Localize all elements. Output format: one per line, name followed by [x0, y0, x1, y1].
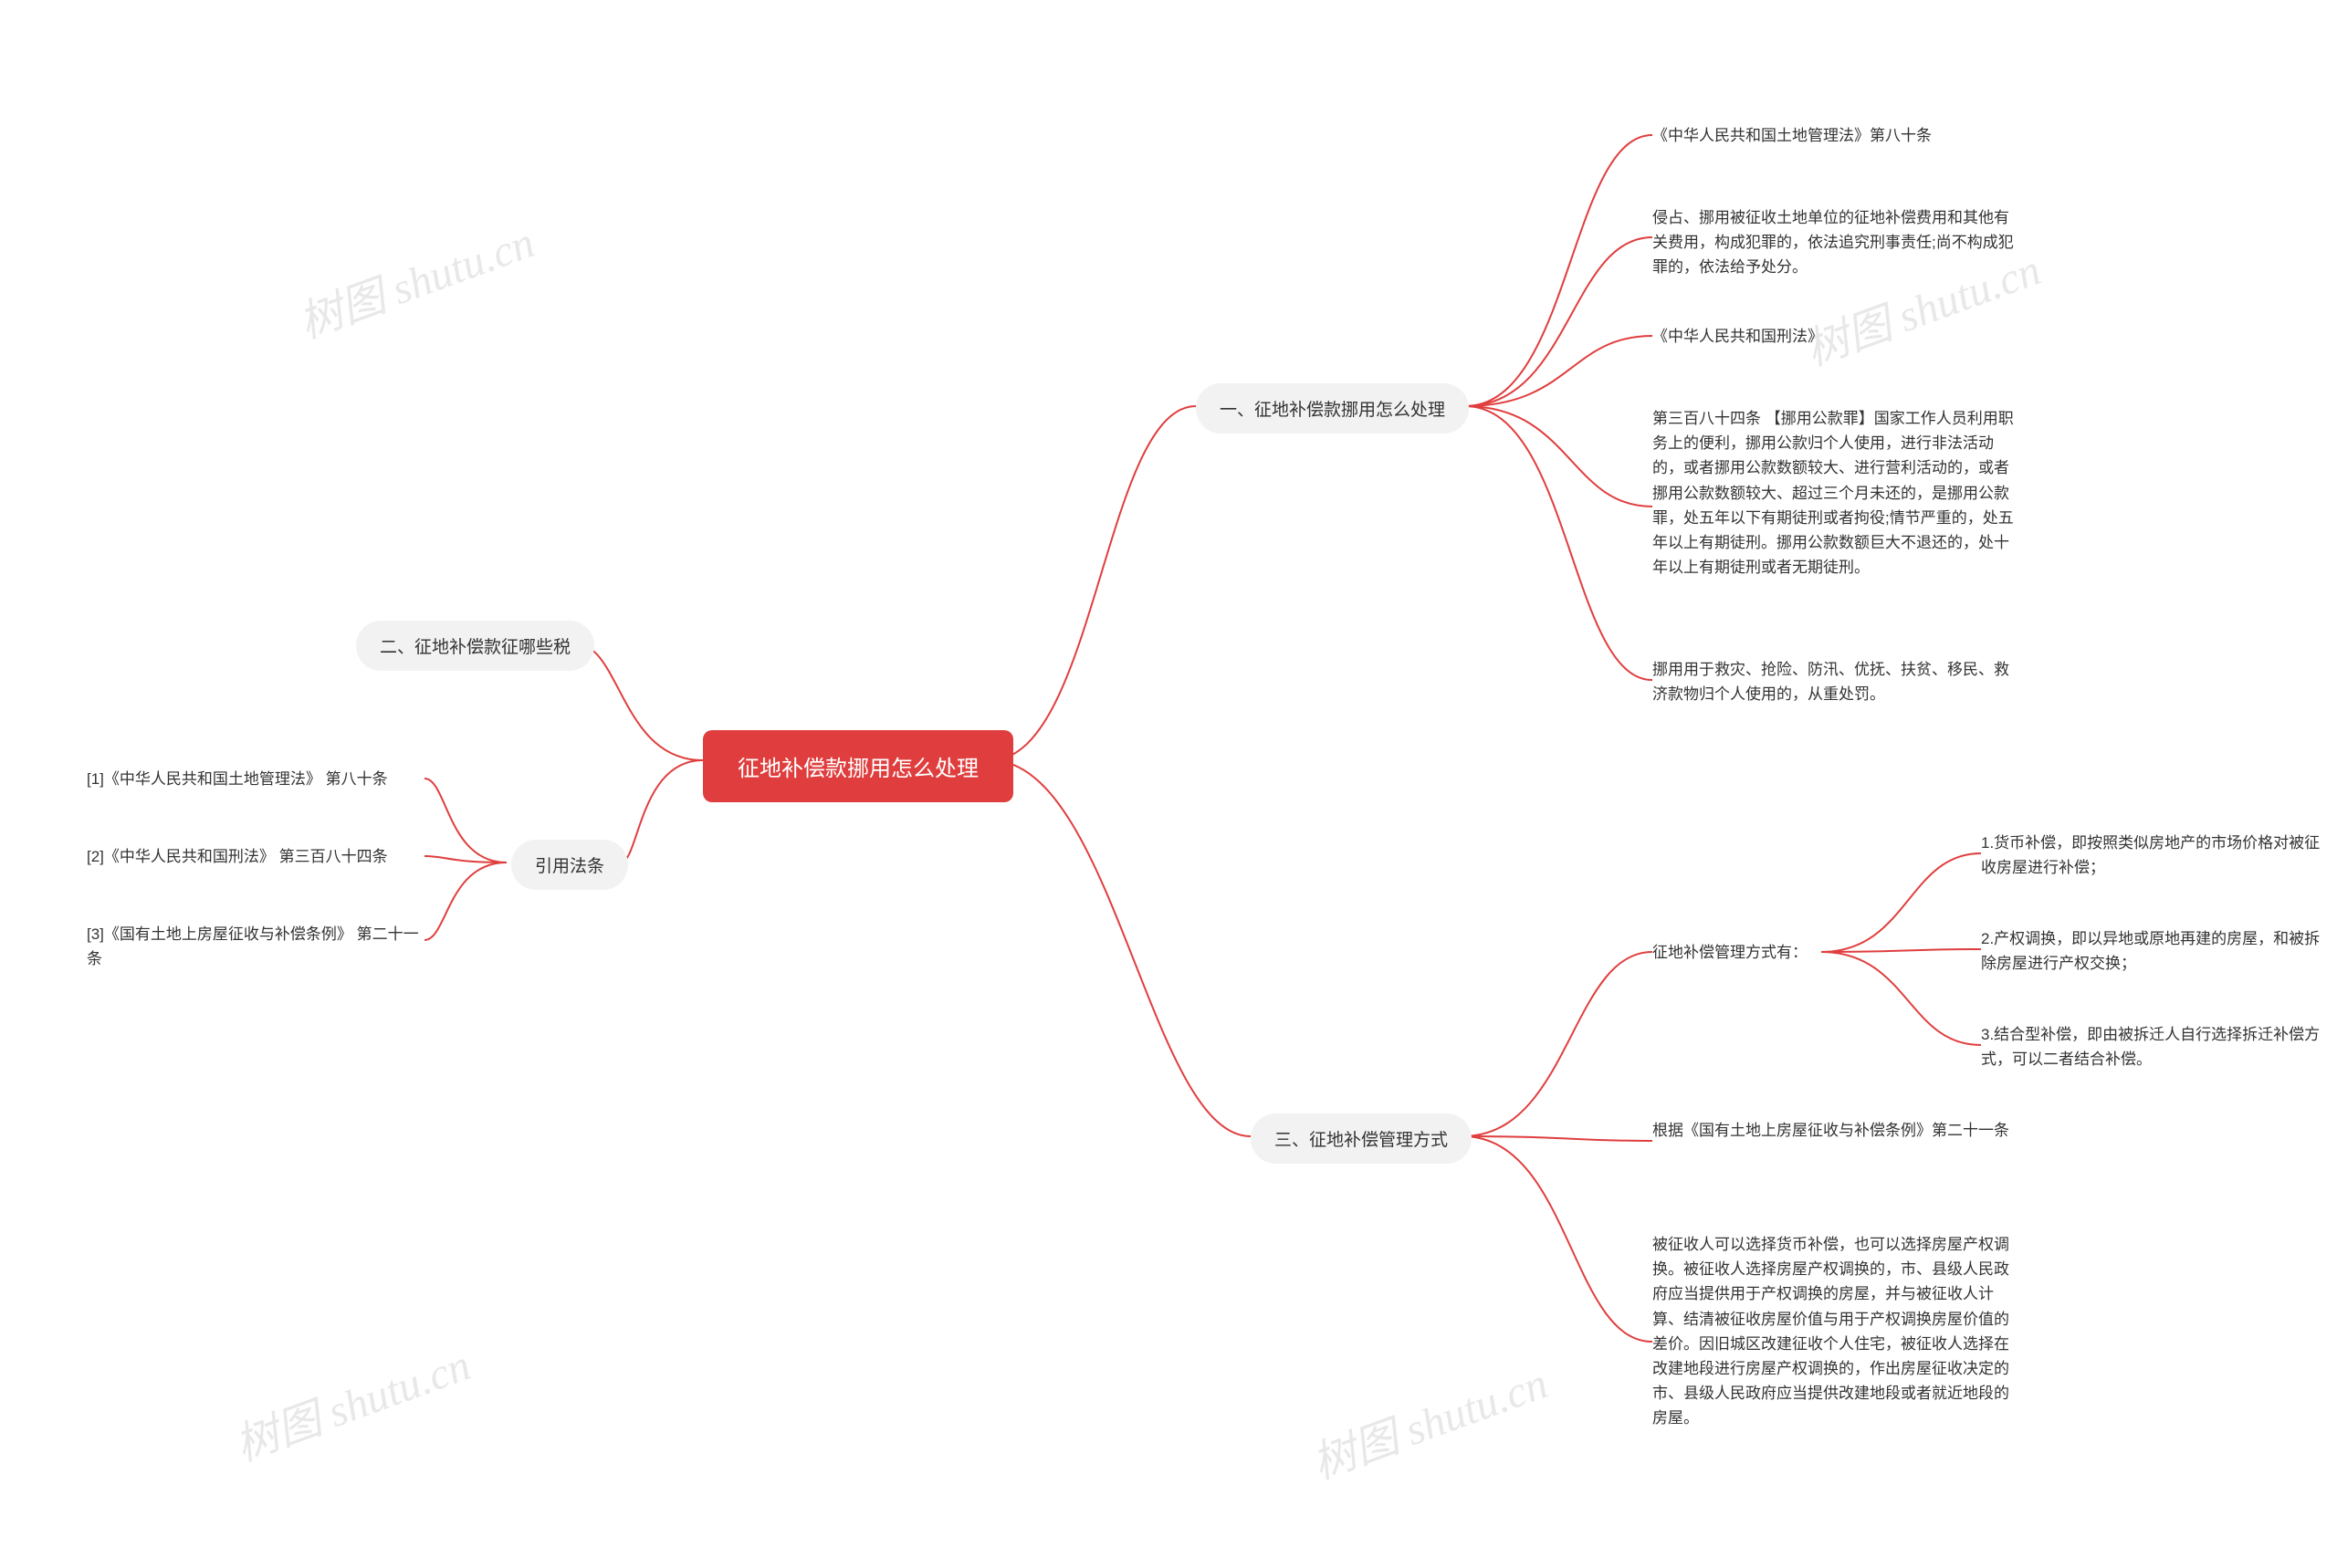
section-1-child: 《中华人民共和国刑法》	[1652, 324, 1823, 349]
section-1-child: 第三百八十四条 【挪用公款罪】国家工作人员利用职务上的便利，挪用公款归个人使用，…	[1652, 406, 2017, 580]
section-3-leaf: 2.产权调换，即以异地或原地再建的房屋，和被拆除房屋进行产权交换；	[1981, 926, 2328, 976]
reference-item: [1]《中华人民共和国土地管理法》 第八十条	[87, 767, 388, 791]
branch-section-1[interactable]: 一、征地补偿款挪用怎么处理	[1196, 383, 1469, 434]
branch-references[interactable]: 引用法条	[511, 840, 628, 890]
watermark: 树图 shutu.cn	[288, 206, 541, 350]
section-3-child: 被征收人可以选择货币补偿，也可以选择房屋产权调换。被征收人选择房屋产权调换的，市…	[1652, 1232, 2017, 1431]
branch-section-3[interactable]: 三、征地补偿管理方式	[1251, 1113, 1472, 1164]
section-1-child: 《中华人民共和国土地管理法》第八十条	[1652, 123, 1932, 148]
watermark: 树图 shutu.cn	[225, 1329, 477, 1473]
reference-item: [2]《中华人民共和国刑法》 第三百八十四条	[87, 844, 388, 869]
watermark: 树图 shutu.cn	[1302, 1347, 1555, 1491]
section-3-leaf: 1.货币补偿，即按照类似房地产的市场价格对被征收房屋进行补偿；	[1981, 831, 2328, 880]
section-3-leaf: 3.结合型补偿，即由被拆迁人自行选择拆迁补偿方式，可以二者结合补偿。	[1981, 1022, 2328, 1071]
section-3-child: 根据《国有土地上房屋征收与补偿条例》第二十一条	[1652, 1118, 2009, 1143]
mindmap-root[interactable]: 征地补偿款挪用怎么处理	[703, 730, 1013, 802]
section-3-child: 征地补偿管理方式有：	[1652, 940, 1808, 965]
reference-item: [3]《国有土地上房屋征收与补偿条例》 第二十一条	[87, 922, 424, 971]
section-1-child: 侵占、挪用被征收土地单位的征地补偿费用和其他有关费用，构成犯罪的，依法追究刑事责…	[1652, 205, 2017, 280]
section-1-child: 挪用用于救灾、抢险、防汛、优抚、扶贫、移民、救济款物归个人使用的，从重处罚。	[1652, 657, 2017, 706]
branch-section-2[interactable]: 二、征地补偿款征哪些税	[356, 621, 594, 671]
